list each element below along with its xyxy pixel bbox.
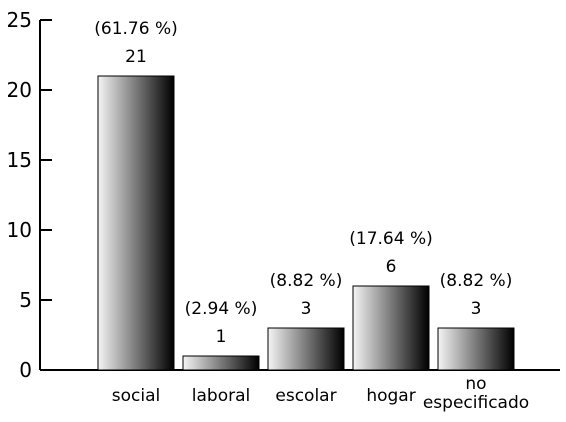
- y-tick-label: 15: [7, 148, 32, 172]
- y-tick-label: 20: [7, 78, 32, 102]
- bar: [267, 327, 345, 371]
- x-category-label: especificado: [423, 393, 529, 413]
- bar-value-label: 21: [125, 47, 147, 67]
- bar: [352, 285, 430, 371]
- x-category-label: escolar: [275, 386, 336, 406]
- bar: [182, 355, 260, 371]
- bar-percent-label: (17.64 %): [349, 229, 433, 249]
- bar: [97, 75, 175, 371]
- bar-percent-label: (8.82 %): [270, 271, 343, 291]
- bar-percent-label: (2.94 %): [185, 299, 258, 319]
- y-tick-label: 5: [19, 288, 32, 312]
- bar-value-label: 3: [301, 299, 312, 319]
- x-category-label: social: [112, 386, 160, 406]
- bar-value-label: 6: [386, 257, 397, 277]
- bar-percent-label: (8.82 %): [440, 271, 513, 291]
- x-category-label: laboral: [192, 386, 250, 406]
- x-category-label: no: [465, 374, 486, 394]
- bar-value-label: 3: [471, 299, 482, 319]
- y-tick-label: 25: [7, 8, 32, 32]
- bar: [437, 327, 515, 371]
- bar-value-label: 1: [216, 327, 227, 347]
- y-tick-label: 0: [19, 358, 32, 382]
- y-tick-label: 10: [7, 218, 32, 242]
- bar-percent-label: (61.76 %): [94, 19, 178, 39]
- x-category-label: hogar: [366, 386, 415, 406]
